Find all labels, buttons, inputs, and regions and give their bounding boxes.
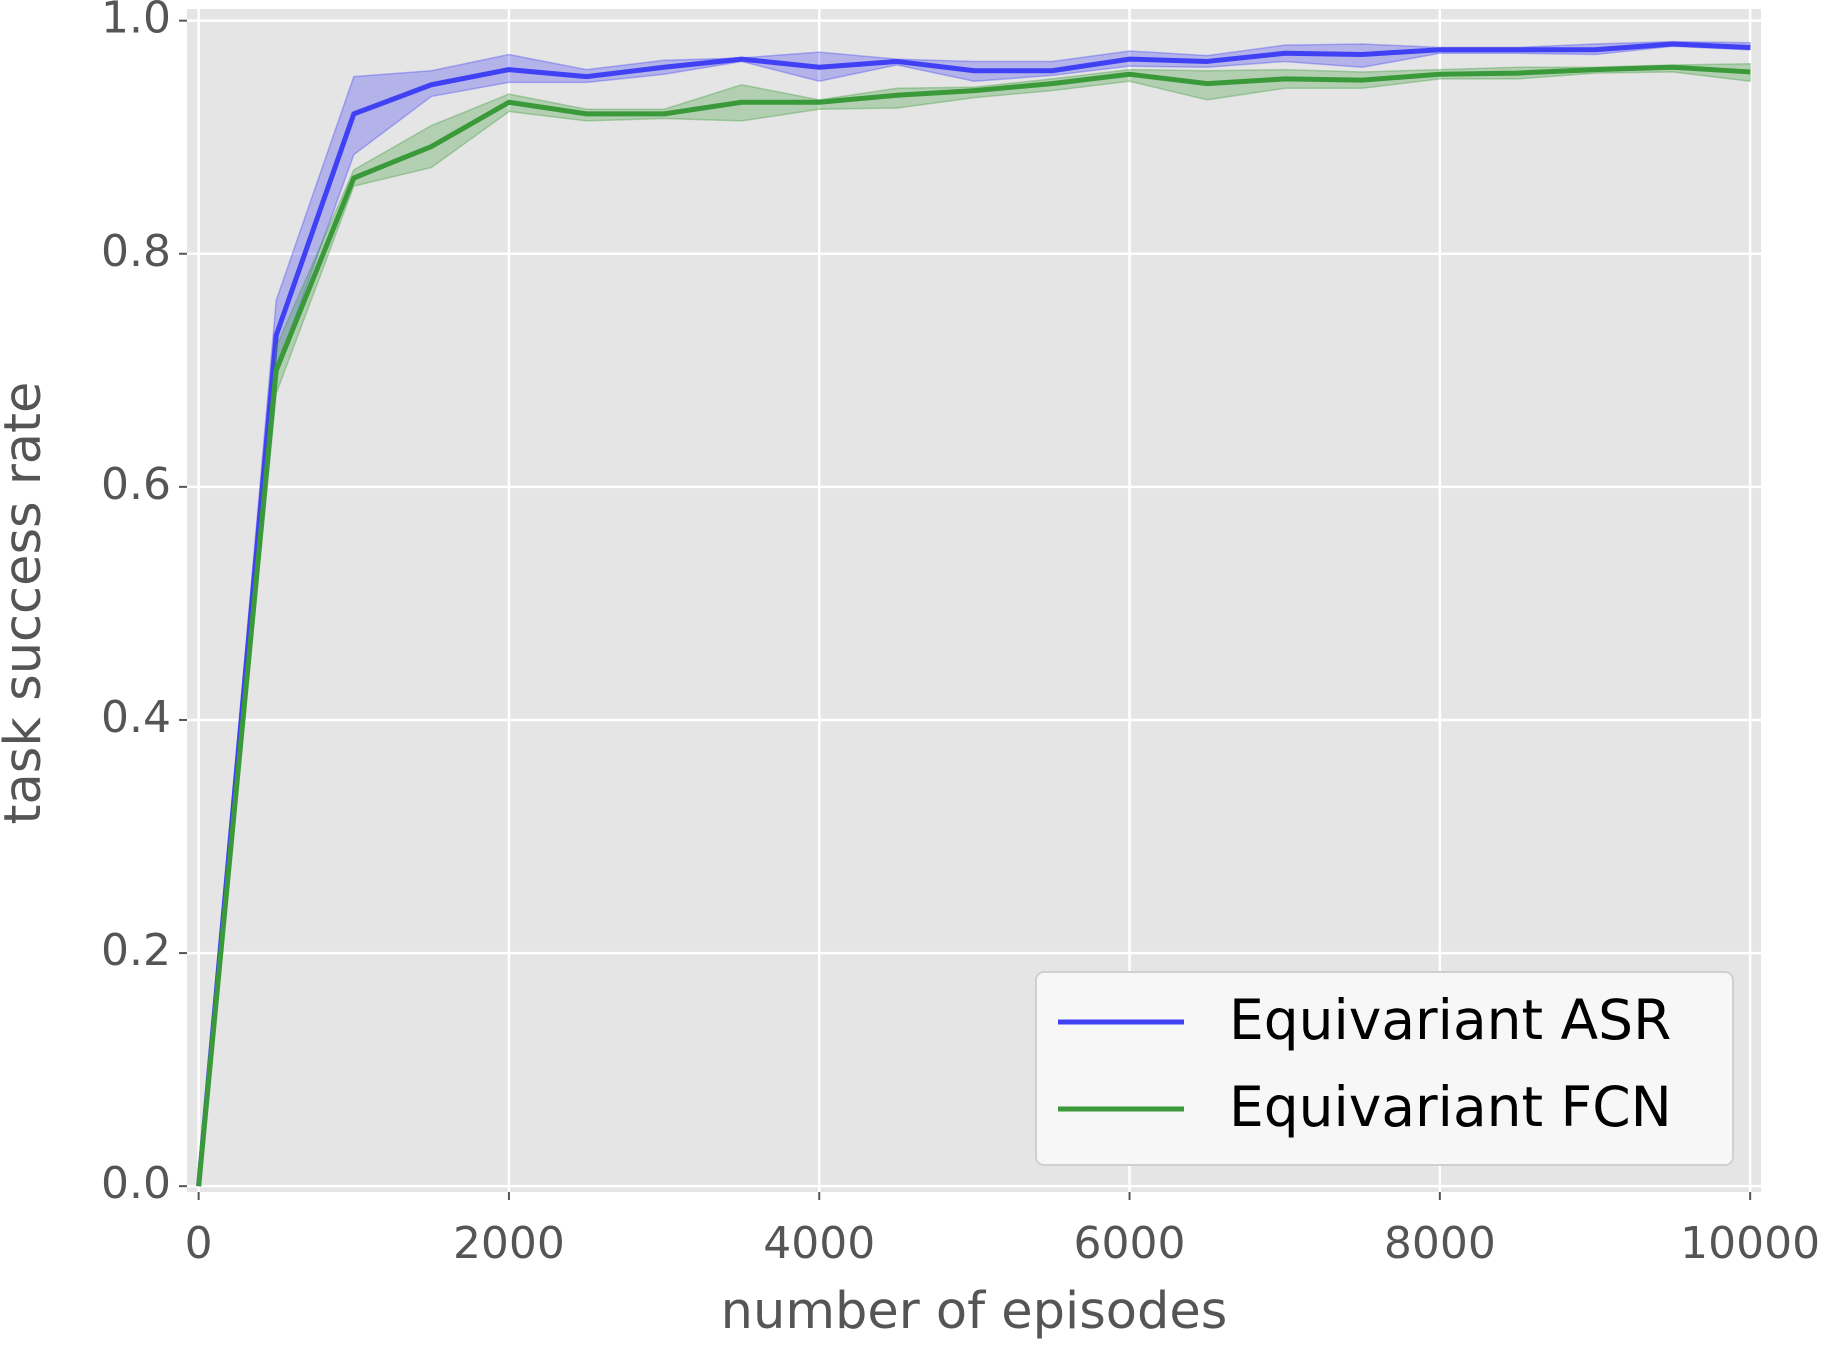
y-tick-label: 0.2	[101, 925, 171, 976]
y-tick-label: 0.0	[101, 1158, 171, 1209]
x-tick-label: 2000	[453, 1218, 565, 1269]
legend-label: Equivariant ASR	[1229, 988, 1671, 1052]
x-tick-label: 0	[185, 1218, 213, 1269]
x-tick-label: 8000	[1384, 1218, 1496, 1269]
x-tick-label: 4000	[763, 1218, 875, 1269]
x-axis-label: number of episodes	[721, 1282, 1228, 1341]
series-line	[196, 64, 1751, 1187]
series-line	[196, 41, 1751, 1187]
y-tick-label: 0.4	[101, 692, 171, 743]
x-tick-label: 10000	[1680, 1218, 1820, 1269]
y-tick-label: 0.8	[101, 226, 171, 277]
x-tick-label: 6000	[1074, 1218, 1186, 1269]
y-tick-label: 1.0	[101, 0, 171, 44]
y-axis-label: task success rate	[0, 382, 53, 825]
legend-label: Equivariant FCN	[1229, 1075, 1672, 1139]
y-tick-label: 0.6	[101, 459, 171, 510]
legend-box	[1035, 971, 1734, 1166]
